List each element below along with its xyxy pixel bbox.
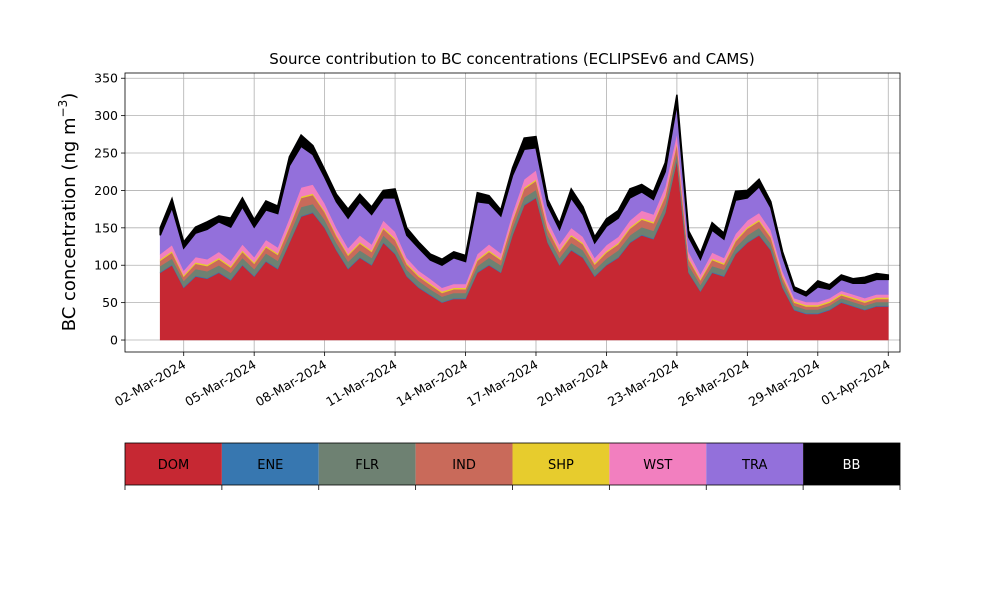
plot-frame — [124, 72, 901, 353]
x-tick-label: 02-Mar-2024 — [112, 357, 188, 410]
legend-label-shp: SHP — [548, 458, 574, 473]
x-tick-label: 26-Mar-2024 — [675, 357, 751, 410]
x-tick-label: 23-Mar-2024 — [605, 357, 681, 410]
legend-swatch-dom — [125, 443, 222, 485]
plot-border — [124, 72, 901, 353]
legend-label-tra: TRA — [741, 458, 767, 473]
legend-label-flr: FLR — [355, 458, 379, 473]
x-tick-label: 20-Mar-2024 — [535, 357, 611, 410]
y-tick-label: 250 — [94, 146, 118, 161]
legend: DOM ENE FLR IND SHP WST TRA BB — [124, 442, 901, 490]
legend-swatch-ind — [415, 443, 513, 485]
legend-label-bb: BB — [843, 458, 861, 473]
legend-label-ind: IND — [452, 458, 476, 473]
stacked-areas — [159, 94, 890, 341]
y-tick-label: 350 — [94, 71, 118, 86]
y-tick-label: 200 — [94, 183, 118, 198]
y-tick-label: 50 — [102, 295, 118, 310]
x-axis: 02-Mar-202405-Mar-202408-Mar-202411-Mar-… — [112, 352, 893, 409]
x-tick-label: 08-Mar-2024 — [253, 357, 329, 410]
x-tick-label: 17-Mar-2024 — [464, 357, 540, 410]
y-axis-label-main: BC concentration (ng m — [59, 117, 80, 331]
legend-border — [124, 442, 901, 486]
y-tick-label: 0 — [110, 333, 118, 348]
legend-swatch-bb — [803, 443, 900, 485]
legend-label-ene: ENE — [257, 458, 283, 473]
y-axis: 0 50 100 150 200 250 300 350 — [94, 71, 125, 348]
y-tick-label: 300 — [94, 108, 118, 123]
chart-title: Source contribution to BC concentrations… — [269, 50, 754, 68]
legend-swatch-wst — [609, 443, 707, 485]
x-tick-label: 05-Mar-2024 — [182, 357, 258, 410]
y-axis-label: BC concentration (ng m−3) — [56, 93, 80, 332]
area-bb — [159, 94, 890, 297]
legend-label-dom: DOM — [158, 458, 189, 473]
x-tick-label: 01-Apr-2024 — [818, 357, 892, 409]
legend-swatch-ene — [221, 443, 319, 485]
y-tick-label: 100 — [94, 258, 118, 273]
legend-label-wst: WST — [643, 458, 672, 473]
x-tick-label: 11-Mar-2024 — [323, 357, 399, 410]
y-axis-label-close: ) — [59, 93, 80, 100]
legend-swatch-flr — [318, 443, 416, 485]
x-tick-label: 14-Mar-2024 — [394, 357, 470, 410]
legend-swatch-shp — [512, 443, 610, 485]
x-tick-label: 29-Mar-2024 — [746, 357, 822, 410]
legend-swatch-tra — [706, 443, 804, 485]
y-axis-label-sup: −3 — [56, 100, 70, 118]
y-tick-label: 150 — [94, 220, 118, 235]
